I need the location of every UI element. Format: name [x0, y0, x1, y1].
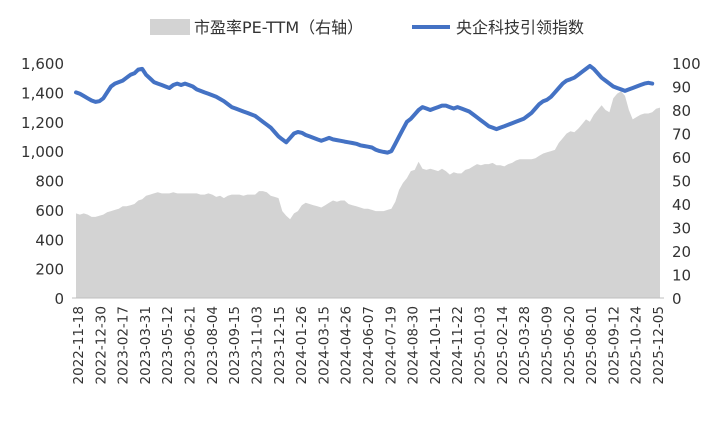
right-tick-label: 70 — [672, 126, 691, 144]
x-tick-label: 2025-10-24 — [629, 306, 645, 384]
left-tick-label: 0 — [54, 290, 64, 308]
legend-label-pe: 市盈率PE-TTM（右轴） — [194, 18, 363, 37]
x-axis-ticks: 2022-11-18 2022-12-30 2023-02-17 2023-03-31… — [71, 306, 667, 384]
legend: 市盈率PE-TTM（右轴） 央企科技引领指数 — [150, 18, 584, 37]
x-tick-label: 2025-09-12 — [606, 306, 622, 384]
x-tick-label: 2024-03-15 — [316, 306, 332, 384]
x-tick-label: 2025-02-14 — [495, 306, 511, 384]
left-tick-label: 600 — [35, 202, 64, 220]
right-axis-ticks: 0 10 20 30 40 50 60 70 80 90 100 — [672, 55, 701, 308]
right-tick-label: 50 — [672, 173, 691, 191]
left-tick-label: 800 — [35, 173, 64, 191]
x-tick-label: 2022-11-18 — [71, 306, 87, 384]
left-tick-label: 400 — [35, 231, 64, 249]
left-tick-label: 200 — [35, 261, 64, 279]
x-tick-label: 2025-08-01 — [584, 306, 600, 384]
index-line — [74, 63, 655, 155]
right-tick-label: 40 — [672, 196, 691, 214]
x-tick-label: 2024-01-26 — [294, 306, 310, 384]
right-tick-label: 20 — [672, 243, 691, 261]
x-tick-label: 2024-10-11 — [428, 306, 444, 384]
right-tick-label: 60 — [672, 149, 691, 167]
x-tick-label: 2023-12-15 — [272, 306, 288, 384]
left-axis-ticks: 0 200 400 600 800 1,000 1,200 1,400 1,600 — [21, 55, 64, 308]
right-tick-label: 80 — [672, 102, 691, 120]
x-tick-label: 2023-05-12 — [160, 306, 176, 384]
left-tick-label: 1,200 — [21, 114, 64, 132]
right-tick-label: 30 — [672, 220, 691, 238]
index-line-layer — [74, 63, 655, 155]
x-tick-label: 2023-03-31 — [138, 306, 154, 384]
x-tick-label: 2025-03-28 — [517, 306, 533, 384]
x-tick-label: 2023-08-04 — [205, 306, 221, 384]
left-tick-label: 1,600 — [21, 55, 64, 73]
right-tick-label: 0 — [672, 290, 682, 308]
legend-label-index: 央企科技引领指数 — [456, 18, 584, 37]
pe-ttm-area — [76, 91, 660, 298]
x-tick-label: 2025-05-09 — [539, 306, 555, 384]
x-tick-label: 2023-11-03 — [249, 306, 265, 384]
x-tick-label: 2024-07-19 — [383, 306, 399, 384]
x-tick-label: 2023-06-21 — [183, 306, 199, 384]
left-tick-label: 1,400 — [21, 84, 64, 102]
pe-area-layer — [76, 91, 660, 298]
x-tick-label: 2024-06-07 — [361, 306, 377, 384]
x-tick-label: 2025-12-05 — [651, 306, 667, 384]
legend-area-swatch — [150, 19, 190, 35]
right-tick-label: 10 — [672, 267, 691, 285]
x-tick-label: 2024-11-22 — [450, 306, 466, 384]
x-tick-label: 2024-08-30 — [406, 306, 422, 384]
left-tick-label: 1,000 — [21, 143, 64, 161]
x-tick-label: 2025-01-03 — [473, 306, 489, 384]
x-tick-label: 2024-04-26 — [339, 306, 355, 384]
x-tick-label: 2025-06-20 — [562, 306, 578, 384]
x-tick-label: 2023-02-17 — [116, 306, 132, 384]
right-tick-label: 90 — [672, 79, 691, 97]
right-tick-label: 100 — [672, 55, 701, 73]
x-tick-label: 2023-09-15 — [227, 306, 243, 384]
x-tick-label: 2022-12-30 — [93, 306, 109, 384]
